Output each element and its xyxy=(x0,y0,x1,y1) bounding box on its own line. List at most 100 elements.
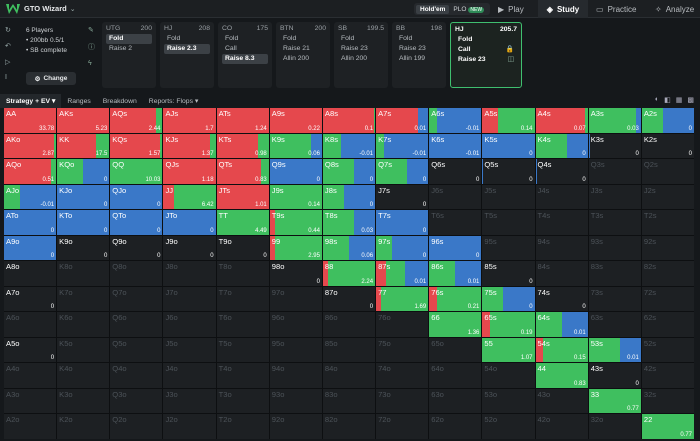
hand-cell-Q3s[interactable]: Q3s xyxy=(588,159,641,184)
hand-cell-87o[interactable]: 87o 0 xyxy=(322,286,376,312)
hand-cell-AQs[interactable]: AQs 2.44 xyxy=(110,108,163,133)
position-card-hj-active[interactable]: HJ 205.7 Fold Call 🔒 Raise 23 ◫ xyxy=(450,22,522,88)
hand-cell-86o[interactable]: 86o xyxy=(322,312,376,337)
hand-cell-73s[interactable]: 73s xyxy=(588,286,641,312)
position-card-hj[interactable]: HJ 208 Fold Raise 2.3 xyxy=(160,22,214,88)
hand-cell-QQ[interactable]: QQ 10.03 xyxy=(110,159,163,184)
hand-cell-A2o[interactable]: A2o xyxy=(4,414,57,439)
hand-cell-T6s[interactable]: T6s xyxy=(429,210,482,235)
hand-cell-42s[interactable]: 42s xyxy=(641,363,694,388)
hand-cell-A4o[interactable]: A4o xyxy=(4,363,57,388)
info-icon[interactable]: ⓘ xyxy=(88,44,95,51)
hand-cell-A9o[interactable]: A9o 0 xyxy=(4,235,57,261)
hand-cell-Q8s[interactable]: Q8s 0 xyxy=(322,159,376,184)
color-mode-icon[interactable]: ◐ xyxy=(654,96,660,103)
hand-cell-K5o[interactable]: K5o xyxy=(57,337,110,363)
hand-cell-K7o[interactable]: K7o xyxy=(57,286,110,312)
tab-reports-flops[interactable]: Reports: Flops ▾ xyxy=(148,98,199,105)
hand-cell-96o[interactable]: 96o xyxy=(269,312,322,337)
hand-cell-A9s[interactable]: A9s 0.22 xyxy=(269,108,322,133)
hand-cell-65s[interactable]: 65s 0.19 xyxy=(482,312,535,337)
hand-cell-K5s[interactable]: K5s 0 xyxy=(482,133,535,159)
hand-cell-44[interactable]: 44 0.83 xyxy=(535,363,588,388)
hand-cell-A7s[interactable]: A7s 0.01 xyxy=(376,108,429,133)
hand-cell-Q5o[interactable]: Q5o xyxy=(110,337,163,363)
hand-cell-64o[interactable]: 64o xyxy=(429,363,482,388)
chevron-down-icon[interactable]: ⌄ xyxy=(69,5,76,13)
hand-cell-62s[interactable]: 62s xyxy=(641,312,694,337)
hand-cell-T4o[interactable]: T4o xyxy=(216,363,269,388)
hand-cell-ATs[interactable]: ATs 1.24 xyxy=(216,108,269,133)
hand-cell-A4s[interactable]: A4s 0.07 xyxy=(535,108,588,133)
hand-cell-Q6o[interactable]: Q6o xyxy=(110,312,163,337)
nav-practice[interactable]: ▭ Practice xyxy=(596,0,646,18)
hand-cell-K2s[interactable]: K2s 0 xyxy=(641,133,694,159)
hand-cell-43o[interactable]: 43o xyxy=(535,388,588,414)
hand-cell-73o[interactable]: 73o xyxy=(376,388,429,414)
hand-cell-A8o[interactable]: A8o xyxy=(4,261,57,286)
hand-cell-KJo[interactable]: KJo 0 xyxy=(57,184,110,210)
action-option[interactable]: Allin 200 xyxy=(283,55,310,62)
action-option[interactable]: Raise 23 xyxy=(399,45,426,52)
hand-cell-A6s[interactable]: A6s -0.01 xyxy=(429,108,482,133)
tab-ranges[interactable]: Ranges xyxy=(67,97,91,105)
hand-cell-T2s[interactable]: T2s xyxy=(641,210,694,235)
hand-cell-T3o[interactable]: T3o xyxy=(216,388,269,414)
hand-cell-JJ[interactable]: JJ 6.42 xyxy=(163,184,216,210)
lock-icon[interactable]: 🔒 xyxy=(505,46,514,53)
hand-cell-KTs[interactable]: KTs 0.98 xyxy=(216,133,269,159)
hand-cell-K8o[interactable]: K8o xyxy=(57,261,110,286)
hand-cell-K6s[interactable]: K6s -0.01 xyxy=(429,133,482,159)
position-card-co[interactable]: CO 175 Fold Call Raise 8.3 xyxy=(218,22,272,88)
hand-cell-J9s[interactable]: J9s 0.14 xyxy=(269,184,322,210)
hand-cell-66[interactable]: 66 1.36 xyxy=(429,312,482,337)
hand-cell-77[interactable]: 77 1.69 xyxy=(376,286,429,312)
tab-strategy-ev[interactable]: Strategy + EV ▾ xyxy=(0,94,62,108)
hand-cell-55[interactable]: 55 1.07 xyxy=(482,337,535,363)
hand-cell-J5s[interactable]: J5s xyxy=(482,184,535,210)
hand-cell-Q6s[interactable]: Q6s 0 xyxy=(429,159,482,184)
hand-cell-T9o[interactable]: T9o 0 xyxy=(216,235,269,261)
hand-cell-QTs[interactable]: QTs 0.83 xyxy=(216,159,269,184)
hand-cell-75o[interactable]: 75o xyxy=(376,337,429,363)
hand-cell-82s[interactable]: 82s xyxy=(641,261,694,286)
hand-cell-94o[interactable]: 94o xyxy=(269,363,322,388)
hand-cell-KQo[interactable]: KQo 0 xyxy=(57,159,110,184)
table-view-icon[interactable]: ▦ xyxy=(675,97,683,104)
action-option[interactable]: Fold xyxy=(167,35,181,42)
game-option-plo[interactable]: PLO NEW xyxy=(449,5,488,14)
hand-cell-J5o[interactable]: J5o xyxy=(163,337,216,363)
hand-cell-42o[interactable]: 42o xyxy=(535,414,588,439)
action-option[interactable]: Fold xyxy=(458,36,473,43)
hand-cell-A5o[interactable]: A5o 0 xyxy=(4,337,57,363)
hand-cell-JTo[interactable]: JTo 0 xyxy=(163,210,216,235)
hand-cell-KTo[interactable]: KTo 0 xyxy=(57,210,110,235)
hand-cell-T7s[interactable]: T7s 0 xyxy=(376,210,429,235)
hand-cell-93o[interactable]: 93o xyxy=(269,388,322,414)
action-option[interactable]: Allin 199 xyxy=(399,55,426,62)
hand-cell-95s[interactable]: 95s xyxy=(482,235,535,261)
hand-cell-J7s[interactable]: J7s 0 xyxy=(376,184,429,210)
action-option[interactable]: Fold xyxy=(399,35,413,42)
hand-cell-T3s[interactable]: T3s xyxy=(588,210,641,235)
hand-cell-98s[interactable]: 98s 0.06 xyxy=(322,235,376,261)
display-icon[interactable]: ◧ xyxy=(664,97,671,104)
hand-cell-Q7o[interactable]: Q7o xyxy=(110,286,163,312)
hand-cell-65o[interactable]: 65o xyxy=(429,337,482,363)
hand-cell-Q9s[interactable]: Q9s 0 xyxy=(269,159,322,184)
hand-cell-87s[interactable]: 87s 0.01 xyxy=(376,261,429,286)
hand-cell-AKs[interactable]: AKs 5.23 xyxy=(57,108,110,133)
hand-cell-KJs[interactable]: KJs 1.37 xyxy=(163,133,216,159)
hand-cell-Q3o[interactable]: Q3o xyxy=(110,388,163,414)
hand-cell-T2o[interactable]: T2o xyxy=(216,414,269,439)
brand-name[interactable]: GTO Wizard xyxy=(24,4,67,13)
hand-cell-T5s[interactable]: T5s xyxy=(482,210,535,235)
hand-cell-86s[interactable]: 86s 0.01 xyxy=(429,261,482,286)
hand-cell-82o[interactable]: 82o xyxy=(322,414,376,439)
hand-cell-J2o[interactable]: J2o xyxy=(163,414,216,439)
hand-cell-K3o[interactable]: K3o xyxy=(57,388,110,414)
hand-cell-95o[interactable]: 95o xyxy=(269,337,322,363)
hand-cell-Q5s[interactable]: Q5s 0 xyxy=(482,159,535,184)
hand-cell-64s[interactable]: 64s 0.01 xyxy=(535,312,588,337)
tab-breakdown[interactable]: Breakdown xyxy=(102,97,137,105)
